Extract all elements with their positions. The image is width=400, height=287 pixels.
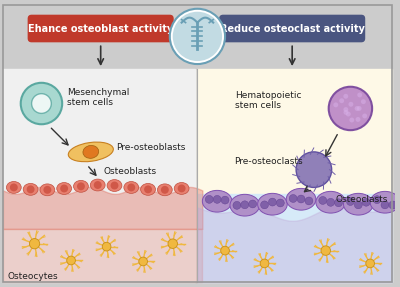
- Ellipse shape: [174, 183, 189, 194]
- Ellipse shape: [202, 190, 232, 212]
- Ellipse shape: [107, 180, 122, 191]
- Circle shape: [349, 118, 354, 123]
- Circle shape: [221, 196, 229, 204]
- Circle shape: [357, 92, 362, 97]
- Circle shape: [27, 185, 34, 193]
- Circle shape: [60, 185, 68, 192]
- Circle shape: [94, 181, 102, 189]
- Circle shape: [329, 87, 372, 130]
- Bar: [198, 194, 392, 282]
- Bar: [3, 69, 196, 282]
- Circle shape: [241, 201, 249, 209]
- Circle shape: [355, 106, 360, 111]
- Circle shape: [381, 201, 389, 209]
- Ellipse shape: [83, 146, 99, 158]
- Circle shape: [339, 98, 344, 103]
- Circle shape: [362, 198, 370, 206]
- Text: Pre-osteoclasts: Pre-osteoclasts: [234, 157, 302, 166]
- Circle shape: [110, 182, 118, 189]
- Circle shape: [327, 198, 335, 206]
- FancyBboxPatch shape: [219, 15, 365, 42]
- Circle shape: [102, 242, 111, 251]
- Ellipse shape: [316, 191, 346, 213]
- Ellipse shape: [230, 194, 260, 216]
- Text: Ehance osteoblast activity: Ehance osteoblast activity: [28, 24, 173, 34]
- Circle shape: [67, 256, 76, 265]
- Circle shape: [321, 246, 330, 255]
- Circle shape: [127, 183, 135, 191]
- Circle shape: [362, 113, 367, 119]
- Circle shape: [233, 201, 241, 209]
- Circle shape: [366, 259, 374, 268]
- Circle shape: [305, 197, 313, 205]
- Circle shape: [260, 201, 268, 209]
- Ellipse shape: [286, 188, 316, 210]
- Circle shape: [346, 197, 354, 205]
- Circle shape: [260, 259, 269, 268]
- Ellipse shape: [74, 181, 88, 192]
- Circle shape: [30, 238, 40, 249]
- Circle shape: [361, 99, 366, 104]
- Circle shape: [354, 201, 362, 209]
- Circle shape: [289, 195, 297, 202]
- Ellipse shape: [23, 183, 38, 195]
- Circle shape: [205, 195, 213, 203]
- Ellipse shape: [68, 142, 113, 162]
- Circle shape: [249, 200, 257, 208]
- Ellipse shape: [6, 181, 21, 193]
- Circle shape: [168, 239, 178, 249]
- Ellipse shape: [258, 193, 287, 215]
- FancyBboxPatch shape: [28, 15, 174, 42]
- Bar: [198, 69, 392, 282]
- Circle shape: [333, 102, 338, 107]
- Ellipse shape: [141, 183, 156, 195]
- Circle shape: [77, 182, 85, 190]
- Circle shape: [144, 185, 152, 193]
- Circle shape: [348, 102, 353, 107]
- Ellipse shape: [158, 184, 172, 196]
- Ellipse shape: [57, 183, 72, 194]
- Circle shape: [173, 12, 222, 61]
- Circle shape: [344, 110, 348, 115]
- Circle shape: [356, 117, 360, 122]
- Circle shape: [21, 83, 62, 124]
- Circle shape: [346, 112, 351, 117]
- Circle shape: [268, 198, 276, 206]
- Text: Osteoclasts: Osteoclasts: [336, 195, 388, 204]
- Circle shape: [296, 152, 332, 187]
- Circle shape: [213, 195, 221, 203]
- Circle shape: [357, 106, 362, 111]
- Circle shape: [373, 196, 381, 203]
- Circle shape: [276, 199, 284, 207]
- Circle shape: [319, 197, 327, 204]
- Text: Hematopoietic
stem cells: Hematopoietic stem cells: [235, 91, 302, 110]
- Circle shape: [44, 186, 51, 194]
- Circle shape: [10, 183, 18, 191]
- Ellipse shape: [124, 182, 139, 193]
- Ellipse shape: [370, 191, 400, 213]
- Circle shape: [297, 195, 305, 203]
- Text: Mesenchymal
stem cells: Mesenchymal stem cells: [67, 88, 130, 107]
- Circle shape: [170, 9, 225, 64]
- Text: Osteoblasts: Osteoblasts: [104, 167, 157, 176]
- Circle shape: [343, 94, 348, 99]
- Ellipse shape: [344, 193, 373, 215]
- Circle shape: [389, 201, 397, 209]
- Circle shape: [335, 199, 342, 207]
- Circle shape: [139, 257, 148, 266]
- Text: Osteocytes: Osteocytes: [8, 272, 58, 281]
- Text: Reduce osteoclast activity: Reduce osteoclast activity: [220, 24, 365, 34]
- Ellipse shape: [90, 179, 105, 191]
- Circle shape: [221, 246, 229, 255]
- Ellipse shape: [40, 184, 55, 196]
- Circle shape: [32, 94, 51, 113]
- Circle shape: [178, 185, 186, 192]
- Circle shape: [343, 107, 348, 112]
- Circle shape: [161, 186, 169, 194]
- Text: Pre-osteoblasts: Pre-osteoblasts: [116, 144, 186, 152]
